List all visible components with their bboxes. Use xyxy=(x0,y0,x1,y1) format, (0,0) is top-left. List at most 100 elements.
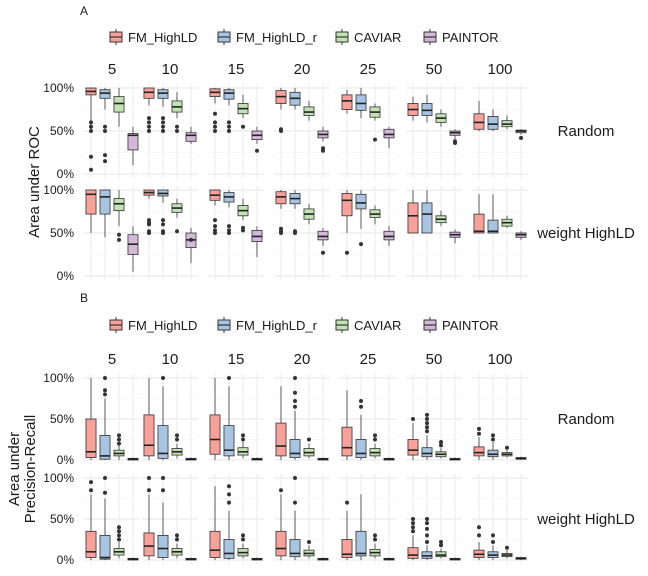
y-tick-label: 100% xyxy=(43,471,74,485)
box-FM_HighLD_r xyxy=(157,189,169,235)
box-body xyxy=(355,94,367,111)
outlier-point xyxy=(227,500,231,505)
y-tick-label: 100% xyxy=(43,183,74,197)
row-label: Random xyxy=(558,123,615,140)
outlier-point xyxy=(189,237,193,242)
legend-label-PAINTOR: PAINTOR xyxy=(442,318,499,333)
box-FM_HighLD xyxy=(85,87,97,172)
box-FM_HighLD xyxy=(85,378,97,460)
column-label-15: 15 xyxy=(228,61,245,78)
facet xyxy=(274,186,330,280)
box-body xyxy=(407,202,419,234)
outlier-point xyxy=(425,429,429,434)
outlier-point xyxy=(439,443,443,448)
box-body xyxy=(113,198,125,212)
panel-tag: A xyxy=(80,4,88,18)
box-FM_HighLD xyxy=(209,189,221,235)
facet xyxy=(142,374,198,464)
outlier-point xyxy=(117,525,121,530)
outlier-point xyxy=(89,129,93,133)
box-body xyxy=(421,103,433,116)
box-FM_HighLD_r xyxy=(289,476,301,560)
outlier-point xyxy=(293,229,297,234)
box-FM_HighLD xyxy=(275,386,287,460)
y-tick-label: 0% xyxy=(57,553,75,567)
outlier-point xyxy=(505,545,509,550)
outlier-point xyxy=(293,476,297,480)
outlier-point xyxy=(103,392,107,397)
outlier-point xyxy=(117,533,121,538)
box-FM_HighLD xyxy=(473,426,485,460)
outlier-point xyxy=(293,398,297,403)
box-PAINTOR xyxy=(127,457,139,461)
outlier-point xyxy=(161,229,165,234)
box-FM_HighLD xyxy=(275,88,287,133)
box-FM_HighLD_r xyxy=(223,484,235,560)
box-CAVIAR xyxy=(237,433,249,459)
outlier-point xyxy=(117,537,121,542)
box-FM_HighLD xyxy=(473,525,485,560)
legend-label-FM_HighLD: FM_HighLD xyxy=(128,30,197,45)
outlier-point xyxy=(147,129,151,133)
outlier-point xyxy=(477,426,481,431)
box-PAINTOR xyxy=(317,457,329,461)
box-CAVIAR xyxy=(113,88,125,127)
box-PAINTOR xyxy=(185,457,197,461)
box-body xyxy=(99,89,111,99)
outlier-point xyxy=(439,543,443,548)
legend-key-FM_HighLD_r xyxy=(217,29,231,45)
outlier-point xyxy=(227,224,231,229)
outlier-point xyxy=(175,437,179,442)
box-CAVIAR xyxy=(171,198,183,234)
box-PAINTOR xyxy=(383,457,395,461)
outlier-point xyxy=(279,226,283,231)
outlier-point xyxy=(213,111,217,116)
box-CAVIAR xyxy=(303,437,315,459)
box-CAVIAR xyxy=(435,539,447,559)
box-PAINTOR xyxy=(449,129,461,146)
outlier-point xyxy=(411,529,415,534)
outlier-point xyxy=(103,159,107,164)
box-FM_HighLD_r xyxy=(487,433,499,460)
box-body xyxy=(99,535,111,560)
outlier-point xyxy=(103,490,107,495)
box-body xyxy=(113,96,125,113)
box-body xyxy=(421,551,433,559)
column-label-25: 25 xyxy=(360,61,377,78)
row-label: weight HighLD xyxy=(536,225,635,242)
outlier-point xyxy=(373,433,377,438)
legend: FM_HighLD FM_HighLD_r CAVIAR PAINTOR xyxy=(109,317,499,333)
box-body xyxy=(289,439,301,458)
box-FM_HighLD_r xyxy=(487,194,499,234)
box-PAINTOR xyxy=(251,226,263,258)
box-FM_HighLD xyxy=(85,189,97,233)
outlier-point xyxy=(505,445,509,450)
outlier-point xyxy=(103,129,107,133)
box-body xyxy=(85,189,97,215)
outlier-point xyxy=(477,525,481,530)
box-FM_HighLD xyxy=(407,190,419,234)
box-FM_HighLD xyxy=(143,189,155,235)
facet xyxy=(472,84,528,178)
box-FM_HighLD_r xyxy=(289,190,301,235)
facet xyxy=(274,474,330,564)
legend-key-FM_HighLD_r xyxy=(217,317,231,333)
box-CAVIAR xyxy=(501,215,513,228)
outlier-point xyxy=(175,537,179,542)
box-PAINTOR xyxy=(383,126,395,149)
box-FM_HighLD_r xyxy=(289,376,301,460)
column-label-5: 5 xyxy=(108,351,116,368)
legend-key-PAINTOR xyxy=(423,317,437,333)
outlier-point xyxy=(293,390,297,395)
facet xyxy=(84,84,140,178)
outlier-point xyxy=(321,250,325,255)
box-PAINTOR xyxy=(383,226,395,246)
outlier-point xyxy=(117,441,121,446)
box-body xyxy=(275,422,287,457)
outlier-point xyxy=(161,129,165,133)
box-FM_HighLD_r xyxy=(355,494,367,560)
outlier-point xyxy=(175,533,179,538)
box-FM_HighLD_r xyxy=(157,376,169,460)
outlier-point xyxy=(227,124,231,129)
